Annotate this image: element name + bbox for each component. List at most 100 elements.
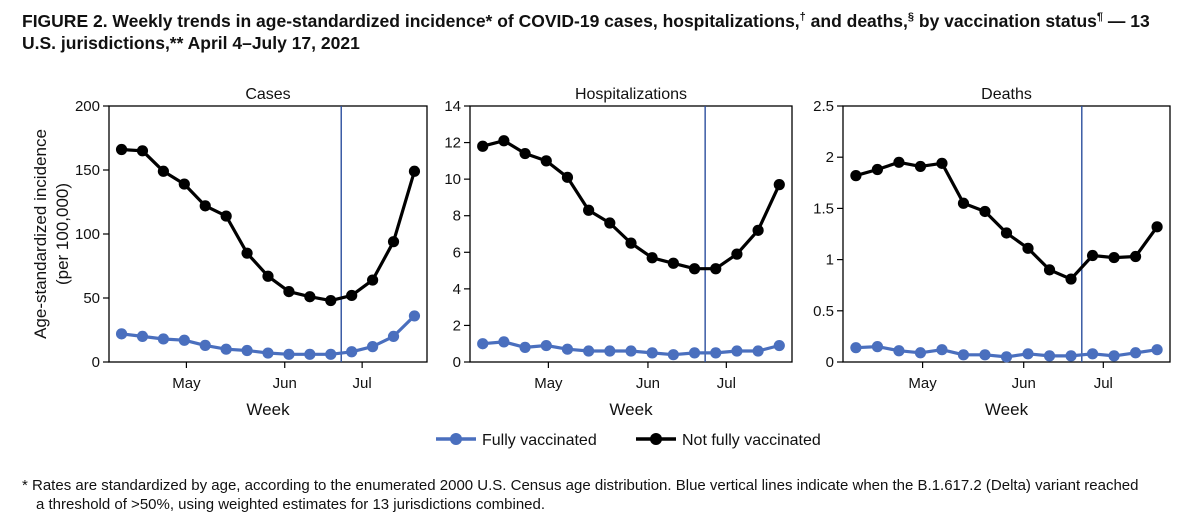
data-point-fully	[710, 347, 722, 359]
data-point-not-fully	[914, 160, 927, 173]
data-point-fully	[408, 310, 421, 322]
data-point-fully	[957, 349, 970, 361]
x-tick-label: Jun	[273, 375, 297, 392]
data-point-not-fully	[893, 156, 905, 168]
data-point-fully	[1129, 347, 1142, 359]
y-tick-label: 2	[826, 149, 834, 166]
data-point-fully	[936, 344, 948, 356]
data-point-not-fully	[519, 147, 531, 160]
data-point-not-fully	[1000, 227, 1013, 239]
y-tick-label: 12	[444, 135, 461, 152]
data-point-not-fully	[625, 237, 637, 249]
title-main: FIGURE 2. Weekly trends in age-standardi…	[22, 11, 800, 31]
panel-title: Deaths	[981, 86, 1032, 103]
data-point-fully	[752, 345, 764, 357]
data-point-not-fully	[241, 247, 253, 259]
y-tick-label: 1	[826, 252, 834, 269]
data-point-not-fully	[979, 205, 991, 218]
y-tick-label: 0	[92, 354, 100, 371]
y-tick-label: 2.5	[813, 98, 834, 115]
x-tick-label: Jul	[353, 375, 372, 392]
data-point-fully	[283, 348, 295, 360]
data-point-fully	[1000, 351, 1013, 363]
title-mid1: and deaths,	[805, 11, 908, 31]
data-point-fully	[367, 341, 379, 353]
data-point-fully	[893, 345, 905, 357]
panel-title: Cases	[245, 86, 290, 103]
data-point-fully	[199, 339, 211, 351]
x-axis-label: Week	[985, 400, 1029, 419]
data-point-fully	[850, 342, 862, 354]
y-tick-label: 200	[75, 98, 100, 115]
data-point-fully	[646, 347, 658, 359]
y-tick-label: 1.5	[813, 200, 834, 217]
y-tick-label: 0	[453, 354, 461, 371]
data-point-fully	[1022, 348, 1034, 360]
data-point-fully	[604, 345, 616, 357]
data-point-not-fully	[408, 165, 421, 177]
data-point-fully	[387, 330, 400, 342]
x-tick-label: Jul	[717, 375, 736, 392]
y-tick-label: 8	[453, 208, 461, 225]
y-tick-label: 14	[444, 98, 461, 115]
data-point-fully	[477, 338, 489, 350]
data-point-fully	[519, 341, 531, 353]
y-tick-label: 10	[444, 171, 461, 188]
data-point-not-fully	[1151, 221, 1163, 233]
title-section: §	[907, 11, 915, 24]
x-tick-label: May	[534, 375, 563, 392]
data-point-fully	[498, 336, 510, 348]
y-tick-label: 4	[453, 281, 461, 298]
y-tick-label: 6	[453, 244, 461, 261]
data-point-fully	[325, 348, 337, 360]
data-point-not-fully	[115, 143, 128, 156]
data-point-not-fully	[667, 257, 679, 269]
y-tick-label: 50	[83, 290, 100, 307]
data-point-not-fully	[346, 289, 358, 302]
data-point-not-fully	[1022, 242, 1034, 254]
data-point-not-fully	[136, 145, 149, 157]
data-point-fully	[178, 334, 190, 346]
data-point-not-fully	[1108, 251, 1120, 264]
data-point-fully	[731, 345, 743, 357]
data-point-not-fully	[283, 286, 295, 298]
x-tick-label: Jun	[636, 375, 660, 392]
data-point-not-fully	[957, 197, 970, 209]
data-point-fully	[1151, 344, 1163, 356]
data-point-not-fully	[262, 270, 274, 282]
plot-frame	[108, 105, 428, 363]
data-point-fully	[157, 333, 169, 345]
data-point-fully	[773, 339, 785, 352]
data-point-not-fully	[773, 179, 785, 191]
y-tick-label: 150	[75, 162, 100, 179]
data-point-not-fully	[220, 210, 232, 222]
title-dagger: †	[799, 11, 806, 24]
y-tick-label: 0.5	[813, 303, 834, 320]
data-point-not-fully	[871, 163, 884, 176]
data-point-not-fully	[561, 171, 574, 183]
x-axis-label: Week	[246, 400, 290, 419]
data-point-fully	[115, 328, 128, 340]
data-point-not-fully	[604, 217, 616, 229]
title-end: — 13 U.S. jurisdictions,** April 4–July …	[22, 11, 1150, 53]
x-tick-label: May	[172, 375, 201, 392]
data-point-not-fully	[304, 291, 316, 303]
panel-title: Hospitalizations	[575, 86, 687, 103]
title-pilcrow: ¶	[1096, 11, 1103, 24]
data-point-fully	[241, 344, 253, 357]
data-point-not-fully	[498, 135, 510, 147]
data-point-not-fully	[936, 157, 948, 169]
data-point-not-fully	[752, 224, 764, 236]
data-point-not-fully	[850, 170, 862, 182]
data-point-fully	[625, 345, 637, 357]
y-tick-label: 2	[453, 317, 461, 334]
data-point-fully	[1086, 348, 1099, 360]
data-point-not-fully	[1129, 250, 1142, 263]
data-point-fully	[871, 341, 884, 353]
data-point-fully	[1065, 350, 1077, 362]
legend-not-fully-marker	[650, 433, 662, 445]
data-point-fully	[667, 349, 679, 361]
data-point-not-fully	[1065, 273, 1077, 285]
data-point-not-fully	[178, 178, 190, 190]
